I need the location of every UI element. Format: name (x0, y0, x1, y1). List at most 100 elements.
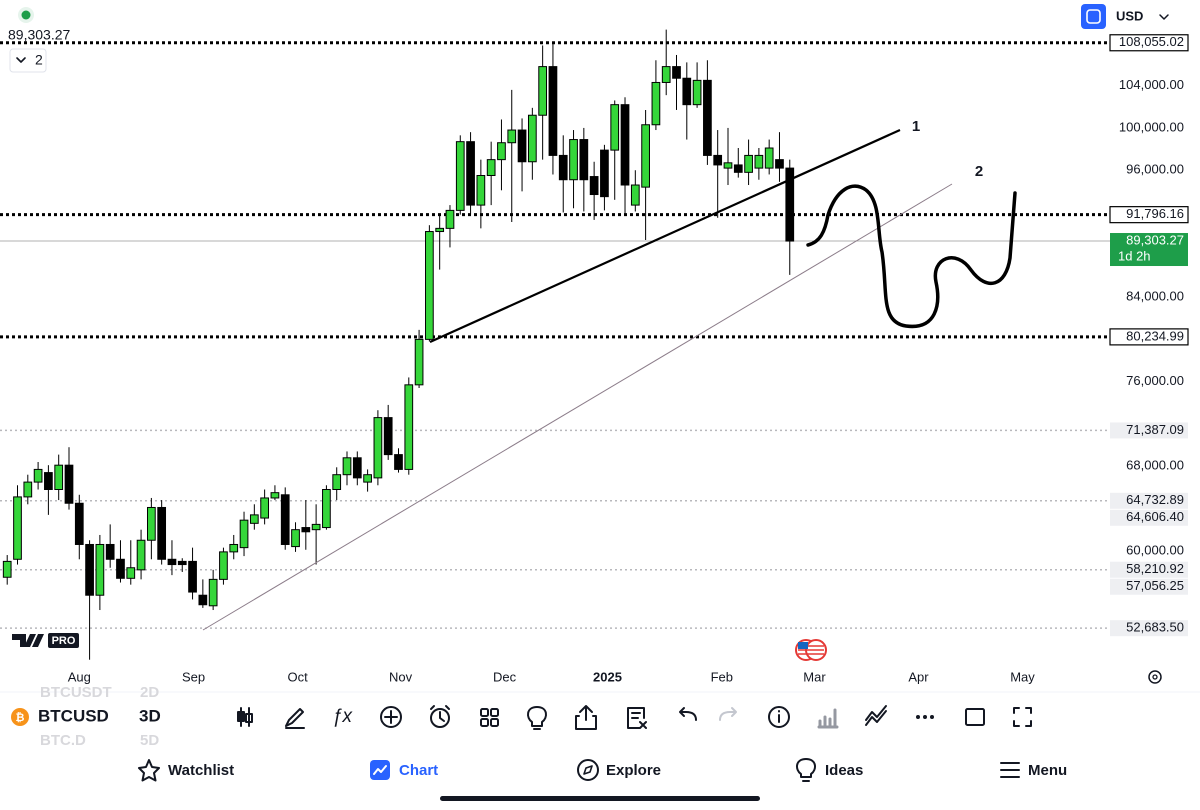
candle-body (33, 468, 43, 483)
ideas-nav-icon[interactable] (796, 758, 816, 782)
window-icon[interactable] (965, 708, 985, 726)
menu-icon[interactable] (1000, 762, 1020, 778)
candle-body (249, 514, 259, 524)
candle-body (116, 558, 125, 579)
interval-option: 2D (140, 684, 159, 701)
indicators-icon[interactable]: ƒx (332, 706, 354, 727)
nav-item[interactable]: Chart (399, 762, 438, 779)
trendline-2[interactable] (202, 183, 953, 631)
y-tick-label: 76,000.00 (1126, 373, 1184, 388)
candle-body (414, 338, 424, 386)
candle-body (383, 417, 393, 456)
candle-body (558, 154, 568, 181)
symbol[interactable]: BTCUSD (38, 706, 109, 725)
fullscreen-icon[interactable] (1013, 707, 1032, 727)
price-level-tag (1110, 620, 1188, 637)
candle-body (641, 124, 650, 188)
last-price-tag (1110, 233, 1188, 267)
interval[interactable]: 3D (139, 706, 161, 725)
undo-icon[interactable] (679, 707, 697, 721)
candle-body (703, 79, 712, 156)
chart-type-icon-body (237, 711, 245, 722)
home-indicator (440, 796, 760, 801)
freehand-drawing[interactable] (806, 184, 1017, 329)
candle-body (23, 481, 33, 498)
layouts-icon[interactable] (480, 708, 489, 717)
price-level-tag (1110, 561, 1188, 578)
candle-body (466, 141, 475, 206)
x-tick-label: Nov (389, 669, 413, 684)
x-tick-label: May (1010, 669, 1035, 684)
add-icon-plus (384, 710, 398, 724)
watermark: PRO (52, 635, 76, 647)
candle-body (126, 567, 136, 579)
candle-body (291, 529, 300, 548)
candle-body (733, 164, 743, 173)
price-level-label: 57,056.25 (1126, 578, 1184, 593)
add-icon[interactable] (380, 706, 402, 728)
price-level-tag (1110, 422, 1188, 439)
candle-body (188, 560, 197, 593)
data-window-icon[interactable] (817, 708, 839, 729)
alert-icon-hands (430, 705, 450, 722)
watchlist-icon[interactable] (138, 759, 160, 782)
price-level-label: 58,210.92 (1126, 561, 1184, 576)
candle-body (630, 184, 640, 206)
candle-body (64, 464, 74, 504)
candle-body (476, 175, 486, 206)
layout-button[interactable] (1081, 4, 1106, 29)
candle-body (301, 527, 311, 533)
candle-body (455, 141, 465, 211)
candle-body (136, 539, 146, 571)
price-level-tag (1109, 206, 1189, 224)
y-tick-label: 84,000.00 (1126, 289, 1184, 304)
x-tick-label: Apr (908, 669, 929, 684)
candle-body (486, 159, 496, 177)
share-icon[interactable] (575, 705, 597, 730)
layout-icon (1086, 9, 1101, 24)
nav-item[interactable]: Ideas (825, 762, 863, 779)
price-level-tag (1110, 509, 1188, 526)
nav-item[interactable]: Explore (606, 762, 661, 779)
y-tick-label: 60,000.00 (1126, 542, 1184, 557)
candle-body (198, 594, 208, 606)
candle-body (785, 167, 795, 242)
nav-item[interactable]: Watchlist (168, 762, 234, 779)
last-price-countdown: 1d 2h (1118, 248, 1151, 263)
candle-body (311, 523, 321, 531)
more-icon (923, 715, 927, 719)
indicator-toggle[interactable] (9, 48, 47, 73)
candle-body (425, 231, 434, 340)
settings-icon[interactable] (1148, 670, 1162, 684)
draw-icon[interactable] (285, 708, 305, 729)
currency[interactable]: USD (1116, 8, 1143, 23)
explore-needle (583, 765, 593, 775)
object-tree-icon[interactable] (627, 707, 647, 729)
layouts-icon (490, 708, 499, 717)
header-price: 89,303.27 (8, 27, 70, 43)
chart: 104,000.00 100,000.00 96,000.00 84,000.00 76… (0, 29, 1200, 684)
nav-item[interactable]: Menu (1028, 762, 1067, 779)
chevron-icon (16, 57, 26, 63)
candle-body (322, 488, 331, 529)
alert-icon[interactable] (430, 708, 450, 728)
x-tick-label: Mar (803, 669, 826, 684)
price-level-label: 91,796.16 (1126, 206, 1184, 221)
redo-icon[interactable] (719, 707, 737, 721)
compare-icon[interactable] (865, 705, 887, 726)
candle-body (445, 209, 455, 229)
more-icon[interactable] (916, 715, 920, 719)
ideas-icon[interactable] (527, 706, 547, 730)
currency-chevron (1159, 14, 1169, 20)
trendline-1[interactable] (429, 128, 901, 344)
candle-body (208, 578, 218, 607)
info-icon[interactable] (768, 706, 790, 728)
candle-body (219, 551, 228, 580)
candle-body (147, 506, 156, 541)
explore-icon[interactable] (577, 759, 599, 781)
candle-body (404, 384, 414, 470)
candle-body (548, 66, 558, 156)
